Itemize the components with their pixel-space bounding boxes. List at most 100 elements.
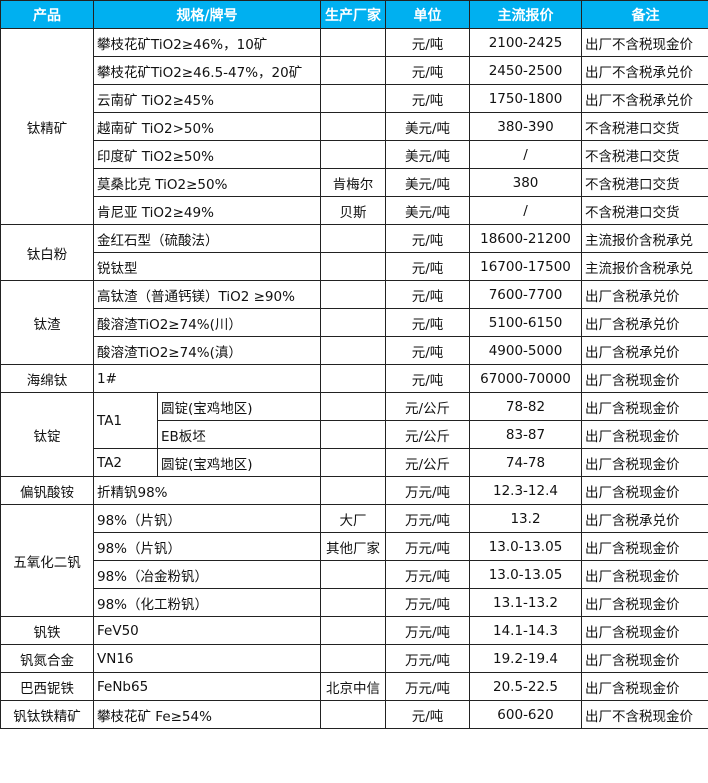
price-cell: 2100-2425	[469, 28, 582, 57]
producer-cell	[320, 616, 386, 645]
price-cell: 380-390	[469, 112, 582, 141]
grade-cell: TA2	[93, 448, 158, 477]
producer-cell	[320, 588, 386, 617]
table-row: 钛锭 TA1 圆锭(宝鸡地区) 元/公斤 78-82 出厂含税现金价	[0, 392, 708, 477]
producer-cell: 北京中信	[320, 672, 386, 701]
header-product: 产品	[0, 0, 94, 29]
producer-cell	[320, 476, 386, 505]
spec-cell: 云南矿 TiO2≥45%	[93, 84, 321, 113]
unit-cell: 元/吨	[385, 336, 470, 365]
producer-cell	[320, 448, 386, 477]
note-cell: 不含税港口交货	[581, 140, 708, 169]
unit-cell: 美元/吨	[385, 168, 470, 197]
table-row: 五氧化二钒 98%（片钒） 大厂 万元/吨 13.2 出厂含税承兑价	[0, 504, 708, 617]
table-row: 钒铁 FeV50 万元/吨 14.1-14.3 出厂含税现金价	[0, 616, 708, 645]
unit-cell: 元/吨	[385, 364, 470, 393]
producer-cell	[320, 392, 386, 421]
product-cell: 钛精矿	[0, 28, 94, 225]
table-row: 巴西铌铁 FeNb65 北京中信 万元/吨 20.5-22.5 出厂含税现金价	[0, 672, 708, 701]
spec-cell: 攀枝花矿 Fe≥54%	[93, 700, 321, 729]
spec-cell: 锐钛型	[93, 252, 321, 281]
note-cell: 出厂含税承兑价	[581, 308, 708, 337]
spec-cell: 98%（化工粉钒）	[93, 588, 321, 617]
product-cell: 钒氮合金	[0, 644, 94, 673]
producer-cell	[320, 28, 386, 57]
header-price: 主流报价	[469, 0, 582, 29]
spec-cell: 1#	[93, 364, 321, 393]
form-cell: 圆锭(宝鸡地区)	[157, 448, 321, 477]
spec-cell: FeV50	[93, 616, 321, 645]
price-cell: 18600-21200	[469, 224, 582, 253]
unit-cell: 万元/吨	[385, 504, 470, 533]
price-cell: 380	[469, 168, 582, 197]
price-cell: 13.0-13.05	[469, 532, 582, 561]
product-cell: 五氧化二钒	[0, 504, 94, 617]
price-cell: 83-87	[469, 420, 582, 449]
producer-cell	[320, 560, 386, 589]
unit-cell: 万元/吨	[385, 532, 470, 561]
producer-cell	[320, 308, 386, 337]
table-row: 偏钒酸铵 折精钒98% 万元/吨 12.3-12.4 出厂含税现金价	[0, 476, 708, 505]
table-row: 肯尼亚 TiO2≥49% 贝斯 美元/吨 / 不含税港口交货	[1, 196, 708, 225]
price-cell: 14.1-14.3	[469, 616, 582, 645]
table-row: 钒氮合金 VN16 万元/吨 19.2-19.4 出厂含税现金价	[0, 644, 708, 673]
price-cell: 600-620	[469, 700, 582, 729]
producer-cell: 贝斯	[320, 196, 386, 225]
unit-cell: 美元/吨	[385, 140, 470, 169]
unit-cell: 元/吨	[385, 84, 470, 113]
table-row: 莫桑比克 TiO2≥50% 肯梅尔 美元/吨 380 不含税港口交货	[1, 168, 708, 197]
note-cell: 出厂含税现金价	[581, 364, 708, 393]
table-row: 云南矿 TiO2≥45% 元/吨 1750-1800 出厂不含税承兑价	[1, 84, 708, 113]
price-cell: 2450-2500	[469, 56, 582, 85]
price-cell: 7600-7700	[469, 280, 582, 309]
producer-cell	[320, 56, 386, 85]
unit-cell: 元/吨	[385, 252, 470, 281]
note-cell: 出厂含税现金价	[581, 448, 708, 477]
header-note: 备注	[581, 0, 708, 29]
note-cell: 不含税港口交货	[581, 196, 708, 225]
producer-cell	[320, 252, 386, 281]
price-cell: 4900-5000	[469, 336, 582, 365]
table-row: 攀枝花矿TiO2≥46.5-47%，20矿 元/吨 2450-2500 出厂不含税承兑…	[1, 56, 708, 85]
spec-cell: 98%（冶金粉钒）	[93, 560, 321, 589]
producer-cell	[320, 280, 386, 309]
producer-cell: 其他厂家	[320, 532, 386, 561]
table-row: 越南矿 TiO2>50% 美元/吨 380-390 不含税港口交货	[1, 112, 708, 141]
note-cell: 出厂含税现金价	[581, 560, 708, 589]
producer-cell	[320, 84, 386, 113]
producer-cell	[320, 336, 386, 365]
table-row: 酸溶渣TiO2≥74%(滇） 元/吨 4900-5000 出厂含税承兑价	[1, 336, 708, 365]
producer-cell: 大厂	[320, 504, 386, 533]
spec-cell: 攀枝花矿TiO2≥46%，10矿	[93, 28, 321, 57]
note-cell: 出厂含税承兑价	[581, 280, 708, 309]
note-cell: 出厂含税承兑价	[581, 336, 708, 365]
table-row: 钛精矿 攀枝花矿TiO2≥46%，10矿元/吨 2100-2425 出厂不含税现金价	[0, 28, 708, 225]
product-cell: 钛白粉	[0, 224, 94, 281]
spec-cell: 酸溶渣TiO2≥74%(川）	[93, 308, 321, 337]
note-cell: 出厂含税现金价	[581, 420, 708, 449]
note-cell: 出厂含税现金价	[581, 616, 708, 645]
spec-cell: 金红石型（硫酸法）	[93, 224, 321, 253]
table-row: 锐钛型 元/吨 16700-17500 主流报价含税承兑	[1, 252, 708, 281]
note-cell: 出厂含税现金价	[581, 532, 708, 561]
spec-cell: 酸溶渣TiO2≥74%(滇）	[93, 336, 321, 365]
spec-cell: 莫桑比克 TiO2≥50%	[93, 168, 321, 197]
note-cell: 出厂含税承兑价	[581, 504, 708, 533]
table-row: 钛白粉 金红石型（硫酸法） 元/吨 18600-21200 主流报价含税承兑	[0, 224, 708, 281]
price-cell: /	[469, 196, 582, 225]
note-cell: 出厂不含税现金价	[581, 28, 708, 57]
note-cell: 出厂含税现金价	[581, 672, 708, 701]
product-cell: 偏钒酸铵	[0, 476, 94, 505]
note-cell: 出厂不含税现金价	[581, 700, 708, 729]
unit-cell: 万元/吨	[385, 616, 470, 645]
spec-cell: 肯尼亚 TiO2≥49%	[93, 196, 321, 225]
form-cell: EB板坯	[157, 420, 321, 449]
producer-cell	[320, 644, 386, 673]
spec-cell: 98%（片钒）	[93, 532, 321, 561]
product-cell: 钛渣	[0, 280, 94, 365]
price-cell: 12.3-12.4	[469, 476, 582, 505]
price-cell: 1750-1800	[469, 84, 582, 113]
table-row: 钛渣 高钛渣（普通钙镁）TiO2 ≥90% 元/吨 7600-7700 出厂含税承兑价	[0, 280, 708, 365]
price-cell: /	[469, 140, 582, 169]
spec-cell: 高钛渣（普通钙镁）TiO2 ≥90%	[93, 280, 321, 309]
